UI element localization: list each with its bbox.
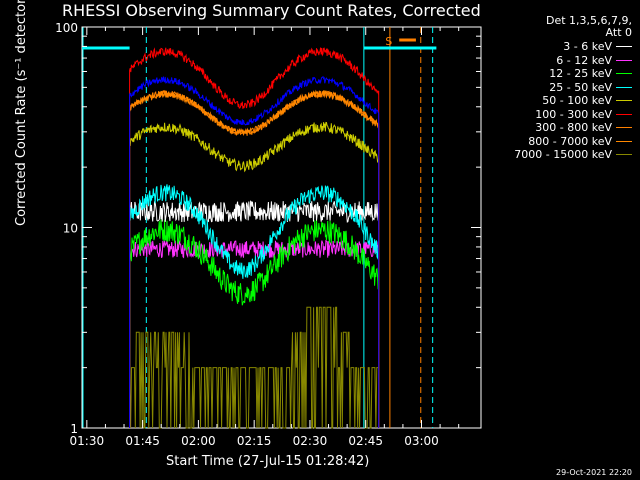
legend-swatch	[616, 154, 632, 156]
x-tick-label: 03:00	[404, 434, 439, 448]
legend-swatch	[616, 46, 632, 48]
legend-item: 12 - 25 keV	[514, 67, 632, 81]
legend-item: 50 - 100 keV	[514, 94, 632, 108]
series-100-300-kev	[129, 47, 380, 428]
y-tick-label: 10	[63, 222, 78, 236]
series-overlay-blue	[129, 75, 380, 428]
x-axis-label: Start Time (27-Jul-15 01:28:42)	[166, 454, 370, 469]
series-25-50-kev	[129, 184, 380, 428]
legend-item: 100 - 300 keV	[514, 108, 632, 122]
series-12-25-kev	[129, 219, 380, 428]
chart-title: RHESSI Observing Summary Count Rates, Co…	[62, 1, 481, 20]
x-tick-label: 02:45	[348, 434, 383, 448]
footer-timestamp: 29-Oct-2021 22:20	[556, 468, 632, 477]
series-7000-15000-kev	[129, 306, 379, 429]
legend-swatch	[616, 59, 632, 61]
legend-label: 12 - 25 keV	[549, 67, 612, 81]
y-tick-label: 1	[70, 422, 78, 436]
legend-label: 3 - 6 keV	[563, 40, 612, 54]
legend-item: 3 - 6 keV	[514, 40, 632, 54]
saa-label: S	[385, 35, 392, 48]
legend-item: 7000 - 15000 keV	[514, 148, 632, 162]
legend-swatch	[616, 140, 632, 142]
x-tick-label: 02:30	[293, 434, 328, 448]
x-tick-label: 01:45	[125, 434, 160, 448]
legend-label: 300 - 800 keV	[535, 121, 612, 135]
x-tick-label: 02:00	[181, 434, 216, 448]
legend: 3 - 6 keV 6 - 12 keV 12 - 25 keV 25 - 50 ke…	[514, 40, 632, 162]
legend-item: 25 - 50 keV	[514, 81, 632, 95]
legend-swatch	[616, 86, 632, 88]
y-axis-label: Corrected Count Rate (s⁻¹ detector⁻¹)	[14, 0, 29, 226]
series-6-12-kev	[129, 239, 380, 428]
legend-item: 300 - 800 keV	[514, 121, 632, 135]
attenuator-label: Att 0	[605, 26, 632, 39]
legend-swatch	[616, 113, 632, 115]
x-tick-label: 02:15	[237, 434, 272, 448]
legend-swatch	[616, 73, 632, 75]
legend-label: 7000 - 15000 keV	[514, 148, 612, 162]
legend-item: 800 - 7000 keV	[514, 135, 632, 149]
legend-label: 6 - 12 keV	[556, 53, 612, 67]
legend-label: 25 - 50 keV	[549, 80, 612, 94]
y-tick-label: 100	[55, 21, 78, 35]
legend-label: 50 - 100 keV	[542, 94, 612, 108]
series-800-7000-kev	[129, 89, 380, 428]
legend-label: 800 - 7000 keV	[528, 134, 612, 148]
x-tick-label: 01:30	[70, 434, 105, 448]
legend-swatch	[616, 127, 632, 129]
series-3-6-kev	[129, 200, 380, 428]
legend-item: 6 - 12 keV	[514, 54, 632, 68]
legend-label: 100 - 300 keV	[535, 107, 612, 121]
detectors-label: Det 1,3,5,6,7,9,	[545, 14, 632, 27]
series-50-100-kev	[129, 121, 380, 428]
legend-swatch	[616, 100, 632, 102]
